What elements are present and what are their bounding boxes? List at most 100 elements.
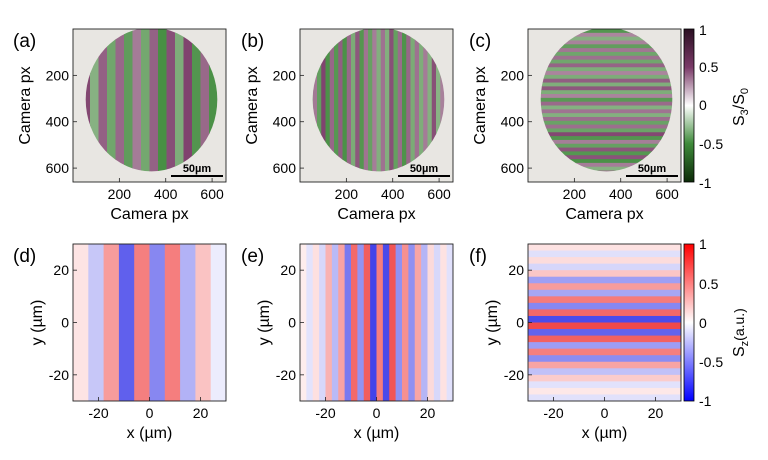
- fringe: [210, 244, 226, 401]
- fringe: [540, 159, 673, 164]
- fringe: [402, 244, 409, 401]
- fringe: [528, 335, 681, 343]
- panel-3: (c) 200 400 600 200 400 600 Camera px Camera px 5…: [469, 28, 682, 223]
- y-tick-label: 400: [501, 114, 525, 130]
- fringe: [141, 29, 151, 172]
- fringe: [528, 250, 681, 258]
- colorbar-s3s0: 1 0.5 0 -0.5 -1 S3/S0: [683, 22, 751, 191]
- fringe: [134, 244, 151, 401]
- fringes-5: [300, 244, 453, 401]
- fringe: [344, 244, 352, 401]
- fringe: [103, 244, 120, 401]
- panel-label: (a): [13, 31, 36, 52]
- fringe: [209, 29, 218, 172]
- panel-frame-2: [299, 28, 454, 183]
- x-tick-label: 400: [609, 186, 633, 202]
- fringe: [528, 296, 681, 304]
- fringe: [306, 244, 314, 401]
- fringe: [183, 29, 193, 172]
- y-tick-label: 20: [53, 262, 69, 278]
- fringe: [370, 244, 378, 401]
- x-tick-label: 20: [420, 405, 436, 421]
- fringe: [351, 29, 356, 172]
- fringe: [540, 105, 673, 110]
- x-tick-label: 200: [108, 186, 132, 202]
- fringe: [363, 244, 371, 401]
- x-tick-label: 0: [601, 405, 609, 421]
- fringe: [192, 29, 202, 172]
- y-axis-label: y (µm): [256, 300, 273, 346]
- x-tick-label: 400: [154, 186, 178, 202]
- colorbar-s3s0-gradient: [683, 28, 695, 183]
- fringe: [195, 244, 212, 401]
- colorbar-sz: 1 0.5 0 -0.5 -1 Sz(a.u.): [683, 236, 751, 409]
- cb-bot-tick-0: 0: [699, 315, 707, 331]
- fringe: [382, 244, 390, 401]
- panel-label: (e): [241, 246, 264, 267]
- fringes-6: [528, 244, 681, 401]
- y-tick-label: 20: [280, 262, 296, 278]
- fringe: [351, 244, 358, 401]
- fringe: [528, 387, 681, 396]
- fringe: [427, 244, 435, 401]
- fringe: [528, 368, 681, 376]
- y-tick-label: 200: [46, 67, 70, 83]
- x-tick-label: -20: [543, 405, 563, 421]
- fringe: [427, 29, 433, 172]
- fringe: [73, 244, 89, 401]
- fringe: [540, 51, 673, 57]
- fringe: [540, 162, 673, 168]
- y-tick-label: 0: [61, 315, 69, 331]
- fringe: [528, 342, 681, 350]
- fringe: [397, 29, 403, 172]
- fringe: [149, 29, 159, 172]
- fringe: [312, 244, 320, 401]
- fringe: [359, 29, 365, 172]
- cb-top-label-mid: /S: [731, 94, 748, 109]
- x-axis-label: x (µm): [354, 425, 400, 442]
- x-tick-label: 20: [193, 405, 209, 421]
- fringe: [540, 67, 673, 72]
- fringe: [410, 29, 416, 172]
- cb-top-tick-0: 0: [699, 97, 707, 113]
- fringe: [436, 29, 441, 172]
- y-tick-label: 200: [273, 67, 297, 83]
- fringe: [540, 48, 673, 53]
- fringe: [132, 29, 142, 172]
- fringe: [540, 101, 673, 107]
- fringe: [528, 361, 681, 369]
- x-tick-label: 0: [146, 405, 154, 421]
- fringe: [540, 74, 673, 80]
- fringe: [540, 170, 673, 172]
- y-tick-label: 200: [501, 67, 525, 83]
- y-tick-label: 0: [516, 315, 524, 331]
- fringe: [406, 29, 412, 172]
- fringe: [528, 257, 681, 265]
- fringe: [393, 29, 399, 172]
- fringe: [355, 29, 361, 172]
- y-tick-label: 600: [501, 160, 525, 176]
- x-tick-label: -20: [315, 405, 335, 421]
- fringe: [528, 283, 681, 291]
- fringe: [180, 244, 196, 401]
- panel-4: (d) -20 0 20 20 0 -20 x (µm) y (µm): [13, 243, 227, 442]
- fringe: [342, 29, 348, 172]
- cb-top-label-sub1: 3: [739, 109, 751, 115]
- fringe: [312, 29, 318, 172]
- fringe: [334, 29, 339, 172]
- x-axis-label: Camera px: [337, 206, 415, 223]
- fringe: [540, 90, 673, 95]
- cb-bot-tick--0.5: -0.5: [699, 354, 723, 370]
- fringe: [540, 109, 673, 114]
- x-tick-label: 200: [335, 186, 359, 202]
- y-tick-label: 400: [273, 114, 297, 130]
- fringe: [528, 381, 681, 389]
- x-tick-label: 600: [655, 186, 679, 202]
- x-tick-label: 20: [648, 405, 664, 421]
- fringe: [431, 29, 437, 172]
- fringe: [540, 151, 673, 156]
- fringe: [540, 86, 673, 91]
- y-tick-label: 20: [508, 262, 524, 278]
- colorbar-sz-label: Sz(a.u.): [731, 308, 751, 357]
- fringe: [540, 113, 673, 118]
